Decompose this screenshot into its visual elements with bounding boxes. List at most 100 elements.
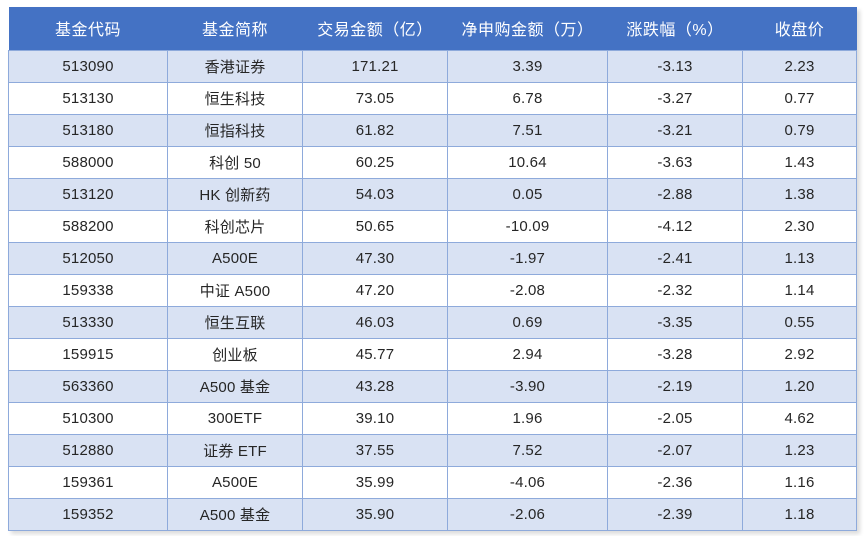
cell-trade-amount: 54.03: [302, 177, 448, 211]
cell-fund-code: 159352: [8, 497, 168, 531]
cell-trade-amount: 61.82: [302, 113, 448, 147]
cell-fund-code: 512050: [8, 241, 168, 275]
cell-close-price: 2.92: [742, 337, 857, 371]
cell-trade-amount: 35.99: [302, 465, 448, 499]
table-row: 588200 科创芯片 50.65 -10.09 -4.12 2.30: [8, 209, 857, 243]
cell-change-pct: -2.32: [607, 273, 743, 307]
column-header-change-pct: 涨跌幅（%）: [607, 7, 743, 50]
cell-trade-amount: 47.30: [302, 241, 448, 275]
cell-trade-amount: 43.28: [302, 369, 448, 403]
cell-fund-code: 513330: [8, 305, 168, 339]
cell-close-price: 1.13: [742, 241, 857, 275]
cell-net-subscription: 7.52: [447, 433, 608, 467]
cell-fund-code: 563360: [8, 369, 168, 403]
cell-trade-amount: 50.65: [302, 209, 448, 243]
cell-change-pct: -3.13: [607, 49, 743, 83]
cell-fund-name: 创业板: [167, 337, 303, 371]
cell-close-price: 4.62: [742, 401, 857, 435]
cell-fund-code: 512880: [8, 433, 168, 467]
cell-change-pct: -3.21: [607, 113, 743, 147]
cell-trade-amount: 47.20: [302, 273, 448, 307]
column-header-close-price: 收盘价: [742, 7, 857, 50]
column-header-net-subscription: 净申购金额（万）: [447, 7, 608, 50]
cell-trade-amount: 73.05: [302, 81, 448, 115]
cell-close-price: 0.55: [742, 305, 857, 339]
cell-fund-name: 科创 50: [167, 145, 303, 179]
header-row: 基金代码 基金简称 交易金额（亿） 净申购金额（万） 涨跌幅（%） 收盘价: [8, 7, 857, 50]
fund-table: 基金代码 基金简称 交易金额（亿） 净申购金额（万） 涨跌幅（%） 收盘价 51…: [8, 7, 857, 531]
cell-fund-name: A500E: [167, 241, 303, 275]
cell-close-price: 1.20: [742, 369, 857, 403]
column-header-fund-code: 基金代码: [8, 7, 168, 50]
table-row: 159352 A500 基金 35.90 -2.06 -2.39 1.18: [8, 497, 857, 531]
cell-fund-code: 513130: [8, 81, 168, 115]
cell-net-subscription: 2.94: [447, 337, 608, 371]
table-row: 510300 300ETF 39.10 1.96 -2.05 4.62: [8, 401, 857, 435]
table-row: 588000 科创 50 60.25 10.64 -3.63 1.43: [8, 145, 857, 179]
cell-close-price: 1.43: [742, 145, 857, 179]
cell-fund-code: 513120: [8, 177, 168, 211]
table-row: 513130 恒生科技 73.05 6.78 -3.27 0.77: [8, 81, 857, 115]
cell-net-subscription: 10.64: [447, 145, 608, 179]
cell-fund-name: 证券 ETF: [167, 433, 303, 467]
cell-close-price: 2.30: [742, 209, 857, 243]
cell-trade-amount: 46.03: [302, 305, 448, 339]
cell-change-pct: -4.12: [607, 209, 743, 243]
cell-net-subscription: 0.05: [447, 177, 608, 211]
cell-trade-amount: 35.90: [302, 497, 448, 531]
table-row: 159915 创业板 45.77 2.94 -3.28 2.92: [8, 337, 857, 371]
cell-close-price: 1.14: [742, 273, 857, 307]
table-row: 512050 A500E 47.30 -1.97 -2.41 1.13: [8, 241, 857, 275]
table-row: 513120 HK 创新药 54.03 0.05 -2.88 1.38: [8, 177, 857, 211]
table-row: 159338 中证 A500 47.20 -2.08 -2.32 1.14: [8, 273, 857, 307]
cell-close-price: 1.38: [742, 177, 857, 211]
cell-trade-amount: 45.77: [302, 337, 448, 371]
cell-fund-name: 300ETF: [167, 401, 303, 435]
table-row: 513330 恒生互联 46.03 0.69 -3.35 0.55: [8, 305, 857, 339]
cell-fund-code: 588200: [8, 209, 168, 243]
cell-close-price: 1.18: [742, 497, 857, 531]
cell-change-pct: -3.28: [607, 337, 743, 371]
cell-fund-code: 159338: [8, 273, 168, 307]
cell-fund-code: 513180: [8, 113, 168, 147]
cell-net-subscription: 6.78: [447, 81, 608, 115]
cell-fund-code: 159915: [8, 337, 168, 371]
cell-change-pct: -3.63: [607, 145, 743, 179]
cell-fund-name: A500 基金: [167, 497, 303, 531]
cell-fund-code: 510300: [8, 401, 168, 435]
cell-change-pct: -3.27: [607, 81, 743, 115]
table-row: 512880 证券 ETF 37.55 7.52 -2.07 1.23: [8, 433, 857, 467]
cell-trade-amount: 37.55: [302, 433, 448, 467]
cell-fund-code: 159361: [8, 465, 168, 499]
column-header-trade-amount: 交易金额（亿）: [302, 7, 448, 50]
cell-fund-name: 中证 A500: [167, 273, 303, 307]
cell-trade-amount: 60.25: [302, 145, 448, 179]
cell-net-subscription: -2.06: [447, 497, 608, 531]
cell-change-pct: -2.36: [607, 465, 743, 499]
table-row: 159361 A500E 35.99 -4.06 -2.36 1.16: [8, 465, 857, 499]
cell-close-price: 0.79: [742, 113, 857, 147]
cell-change-pct: -2.07: [607, 433, 743, 467]
cell-net-subscription: -4.06: [447, 465, 608, 499]
cell-fund-name: 恒生互联: [167, 305, 303, 339]
table-header: 基金代码 基金简称 交易金额（亿） 净申购金额（万） 涨跌幅（%） 收盘价: [8, 7, 857, 50]
cell-close-price: 1.16: [742, 465, 857, 499]
cell-close-price: 0.77: [742, 81, 857, 115]
cell-fund-name: 科创芯片: [167, 209, 303, 243]
cell-fund-name: HK 创新药: [167, 177, 303, 211]
cell-net-subscription: 0.69: [447, 305, 608, 339]
cell-change-pct: -2.41: [607, 241, 743, 275]
cell-net-subscription: 3.39: [447, 49, 608, 83]
cell-fund-name: 恒指科技: [167, 113, 303, 147]
cell-change-pct: -2.19: [607, 369, 743, 403]
table-row: 563360 A500 基金 43.28 -3.90 -2.19 1.20: [8, 369, 857, 403]
table-body: 513090 香港证券 171.21 3.39 -3.13 2.23 513130 恒生科技 7…: [8, 49, 857, 531]
cell-trade-amount: 39.10: [302, 401, 448, 435]
column-header-fund-name: 基金简称: [167, 7, 303, 50]
cell-change-pct: -3.35: [607, 305, 743, 339]
cell-net-subscription: -2.08: [447, 273, 608, 307]
cell-fund-name: A500 基金: [167, 369, 303, 403]
cell-change-pct: -2.05: [607, 401, 743, 435]
cell-net-subscription: -1.97: [447, 241, 608, 275]
